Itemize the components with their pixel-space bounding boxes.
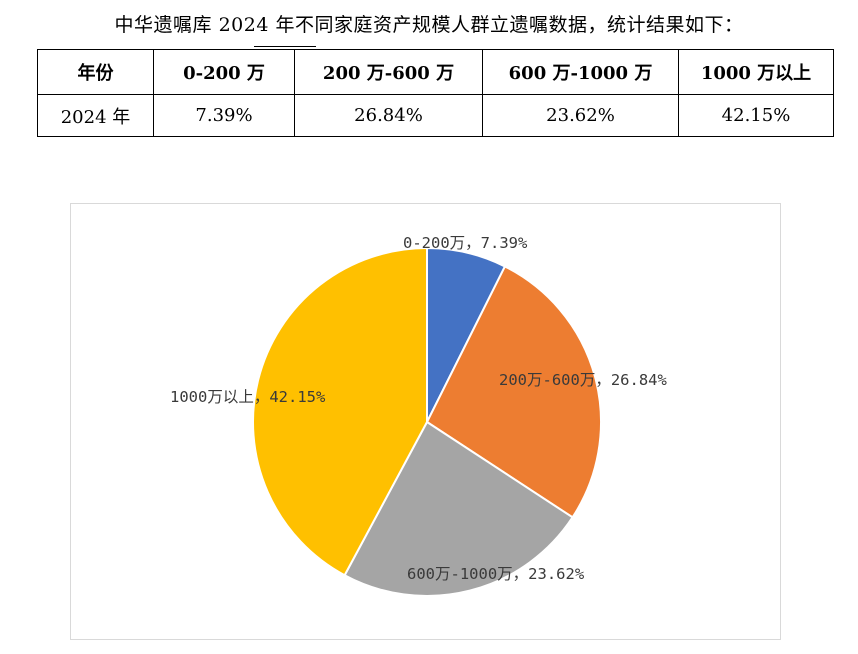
data-label-200-600: 200万-600万，26.84% xyxy=(499,371,667,389)
header-cell-1000-plus: 1000 万以上 xyxy=(678,49,834,95)
stats-table: 年份 0-200 万 200 万-600 万 600 万-1000 万 1000… xyxy=(37,49,834,137)
page-heading: 中华遗嘱库 2024 年不同家庭资产规模人群立遗嘱数据，统计结果如下： xyxy=(114,14,744,36)
cell-0-200: 7.39% xyxy=(153,94,295,137)
header-cell-year: 年份 xyxy=(37,49,154,95)
header-cell-0-200: 0-200 万 xyxy=(153,49,295,95)
table-header-row: 年份 0-200 万 200 万-600 万 600 万-1000 万 1000… xyxy=(37,49,834,95)
cell-200-600: 26.84% xyxy=(294,94,483,137)
cell-1000-plus: 42.15% xyxy=(678,94,834,137)
pie-slice-200-600 xyxy=(425,265,602,519)
cell-600-1000: 23.62% xyxy=(482,94,679,137)
pie-slice-600-1000 xyxy=(343,420,574,597)
pie-chart: 0-200万，7.39% 200万-600万，26.84% 600万-1000万，2… xyxy=(170,234,667,597)
heading-underline-mark xyxy=(254,46,316,47)
header-cell-600-1000: 600 万-1000 万 xyxy=(482,49,679,95)
table-row: 2024 年 7.39% 26.84% 23.62% 42.15% xyxy=(37,94,834,137)
chart-frame: 0-200万，7.39% 200万-600万，26.84% 600万-1000万，2… xyxy=(70,203,781,640)
header-cell-200-600: 200 万-600 万 xyxy=(294,49,483,95)
data-label-600-1000: 600万-1000万，23.62% xyxy=(407,565,585,583)
cell-year: 2024 年 xyxy=(37,94,154,137)
data-label-1000-plus: 1000万以上，42.15% xyxy=(170,388,326,406)
pie-slice-1000-plus xyxy=(252,246,428,577)
data-label-0-200: 0-200万，7.39% xyxy=(403,234,528,252)
